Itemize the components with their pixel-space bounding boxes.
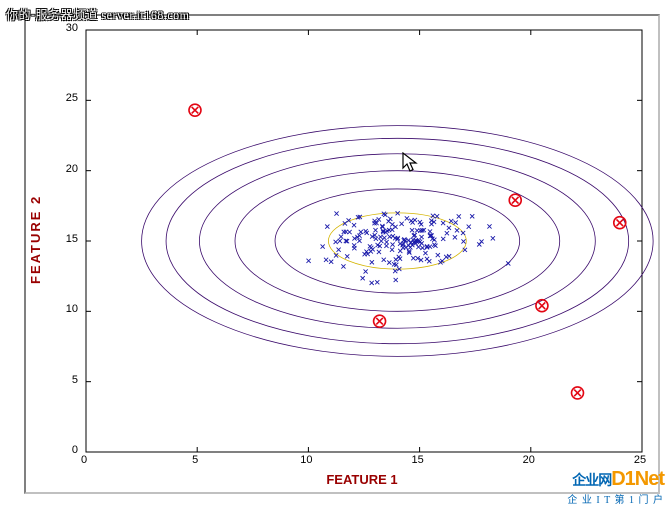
watermark-bottom: 企业网D1Net 企 业 I T 第 1 门 户 (567, 468, 664, 506)
watermark-brand-main: D1Net (611, 468, 664, 490)
y-tick-label: 30 (60, 22, 78, 34)
y-tick-label: 25 (60, 92, 78, 104)
watermark-sub: 企 业 I T 第 1 门 户 (567, 491, 664, 506)
x-tick-label: 15 (411, 454, 423, 466)
watermark-brand-pre: 企业网 (572, 472, 611, 488)
y-tick-label: 15 (60, 233, 78, 245)
plot-svg (26, 16, 662, 496)
y-tick-label: 0 (60, 444, 78, 456)
x-axis-label: FEATURE 1 (322, 472, 402, 487)
y-tick-label: 10 (60, 303, 78, 315)
x-tick-label: 0 (81, 454, 87, 466)
x-tick-label: 20 (523, 454, 535, 466)
y-axis-label: FEATURE 2 (28, 184, 44, 294)
x-tick-label: 10 (300, 454, 312, 466)
plot-frame (24, 14, 660, 494)
watermark-logo: 企业网D1Net (567, 468, 664, 491)
x-tick-label: 25 (634, 454, 646, 466)
watermark-top: 你的·服务器频道 server.it168.com (6, 6, 189, 23)
x-tick-label: 5 (192, 454, 198, 466)
y-tick-label: 20 (60, 163, 78, 175)
y-tick-label: 5 (60, 374, 78, 386)
